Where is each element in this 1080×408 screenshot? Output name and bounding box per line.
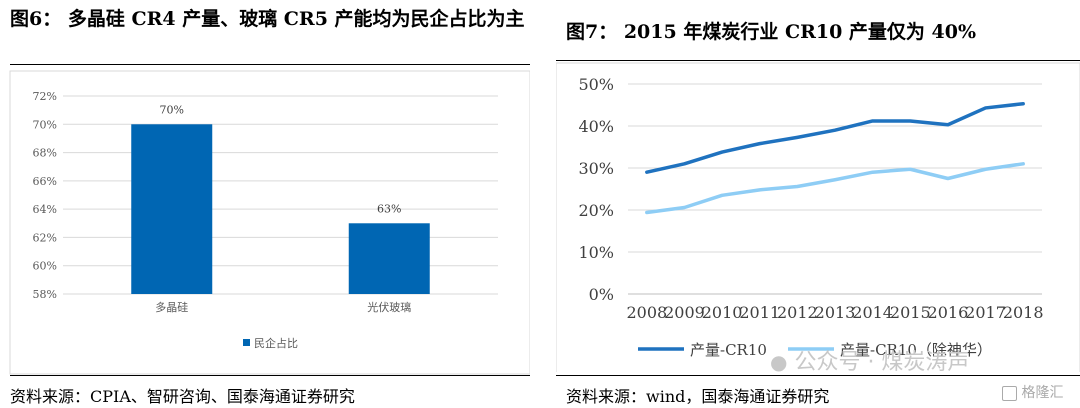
y-tick-label: 72% (33, 90, 57, 103)
y-tick-label: 10% (578, 243, 614, 262)
x-tick-label: 2012 (777, 303, 818, 322)
y-tick-label: 60% (33, 260, 57, 273)
right-title-rule (556, 60, 1080, 61)
series-line (645, 162, 1025, 215)
y-tick-label: 68% (33, 147, 57, 160)
bar (131, 124, 213, 295)
left-figure-panel: 图6： 多晶硅 CR4 产量、玻璃 CR5 产能均为民企占比为主 58% 60% 6… (0, 0, 530, 408)
y-tick-label: 66% (33, 175, 57, 188)
y-tick-label: 62% (33, 231, 57, 244)
legend-label: 产量-CR10（除神华） (840, 341, 992, 359)
logo-badge-icon (1002, 385, 1017, 401)
chart-frame (9, 70, 530, 375)
watermark-logo-text: 格隆汇 (1021, 385, 1064, 401)
x-tick-label: 2009 (664, 303, 705, 322)
left-figure-title: 图6： 多晶硅 CR4 产量、玻璃 CR5 产能均为民企占比为主 (10, 8, 525, 30)
legend-swatch (243, 339, 250, 346)
wechat-icon: ● (770, 350, 788, 374)
y-tick-label: 30% (578, 159, 614, 178)
right-figure-panel: 图7： 2015 年煤炭行业 CR10 产量仅为 40% 0% 10% 20% 30%… (556, 0, 1080, 408)
watermark-wechat: ● 公众号 · 煤炭涛声 (770, 344, 969, 376)
y-tick-label: 50% (578, 75, 614, 94)
y-tick-label: 20% (578, 201, 614, 220)
right-line-chart: 0%10%20%30%40%50%20082009201020112012201… (556, 62, 1080, 372)
y-tick-label: 58% (33, 288, 57, 301)
x-tick-label: 2014 (852, 303, 893, 322)
x-tick-label: 2018 (1003, 303, 1044, 322)
x-tick-label: 2013 (815, 303, 856, 322)
x-tick-label: 2016 (928, 303, 969, 322)
bar (348, 223, 430, 294)
x-tick-label: 2015 (890, 303, 931, 322)
x-tick-label: 2011 (739, 303, 780, 322)
y-tick-label: 0% (589, 285, 614, 304)
y-tick-label: 64% (33, 203, 57, 216)
legend-label: 民企占比 (254, 336, 298, 350)
left-title-rule (10, 64, 530, 65)
right-source-note: 资料来源：wind，国泰海通证券研究 (566, 387, 830, 406)
right-figure-title: 图7： 2015 年煤炭行业 CR10 产量仅为 40% (566, 21, 977, 43)
x-tick-label: 2017 (965, 303, 1006, 322)
legend-label: 产量-CR10 (690, 341, 767, 359)
x-category-label: 光伏玻璃 (367, 300, 411, 314)
x-tick-label: 2010 (702, 303, 743, 322)
watermark-logo: 格隆汇 (1002, 382, 1063, 402)
left-source-note: 资料来源：CPIA、智研咨询、国泰海通证券研究 (10, 387, 355, 406)
bar-data-label: 70% (160, 103, 184, 116)
left-bar-chart: 58% 60% 62% 64% 66% 68% 70% 72% 70% 多晶硅 63% 光伏玻璃民企占… (9, 70, 530, 375)
left-source-rule (10, 375, 530, 376)
x-category-label: 多晶硅 (155, 300, 188, 314)
bar-data-label: 63% (377, 202, 401, 215)
watermark-text: 公众号 · 煤炭涛声 (794, 350, 970, 375)
y-tick-label: 70% (33, 118, 57, 131)
y-tick-label: 40% (578, 117, 614, 136)
chart-frame (556, 62, 1080, 372)
series-line (645, 101, 1025, 174)
right-source-rule (556, 375, 1080, 376)
x-tick-label: 2008 (626, 303, 667, 322)
